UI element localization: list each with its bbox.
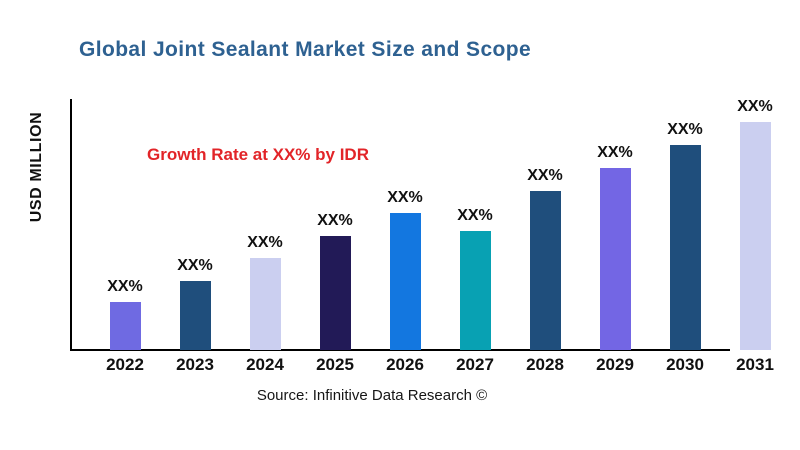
x-axis-labels: 2022 2023 2024 2025 2026 2027 2028 2029 2030 2031	[90, 355, 790, 375]
x-tick-label-2031: 2031	[736, 355, 774, 374]
x-tick-label-2027: 2027	[456, 355, 494, 374]
bar-2024	[249, 258, 281, 350]
bar-value-label-2025: XX%	[317, 212, 353, 229]
bar-value-label-2024: XX%	[247, 234, 283, 251]
bar-value-label-2029: XX%	[597, 144, 633, 161]
bar-2027	[459, 231, 491, 350]
bar-column-2025: XX%	[300, 99, 370, 350]
bar-column-2028: XX%	[510, 99, 580, 350]
bar-2031	[739, 122, 771, 350]
growth-rate-annotation: Growth Rate at XX% by IDR	[147, 145, 369, 164]
bar-value-label-2030: XX%	[667, 121, 703, 138]
x-tick-label-2029: 2029	[596, 355, 634, 374]
bar-value-label-2023: XX%	[177, 257, 213, 274]
bar-value-label-2031: XX%	[737, 98, 773, 115]
x-tick-label-2026: 2026	[386, 355, 424, 374]
bar-2023	[179, 281, 211, 350]
x-tick-label-2028: 2028	[526, 355, 564, 374]
x-axis-line	[70, 349, 730, 351]
x-tick-label-2030: 2030	[666, 355, 704, 374]
bars-layer: XX% XX% XX% XX% XX% XX% XX% XX% XX% XX%	[90, 99, 790, 350]
bar-column-2024: XX%	[230, 99, 300, 350]
bar-column-2030: XX%	[650, 99, 720, 350]
bar-value-label-2027: XX%	[457, 207, 493, 224]
chart-title: Global Joint Sealant Market Size and Sco…	[79, 38, 532, 61]
bar-value-label-2028: XX%	[527, 167, 563, 184]
x-tick-label-2022: 2022	[106, 355, 144, 374]
bar-2028	[529, 191, 561, 350]
bar-column-2026: XX%	[370, 99, 440, 350]
bar-value-label-2026: XX%	[387, 189, 423, 206]
x-tick-label-2024: 2024	[246, 355, 284, 374]
bar-column-2022: XX%	[90, 99, 160, 350]
bar-column-2031: XX%	[720, 99, 790, 350]
bar-2022	[109, 302, 141, 350]
bar-column-2027: XX%	[440, 99, 510, 350]
bar-column-2023: XX%	[160, 99, 230, 350]
y-axis-line	[70, 99, 72, 351]
bar-column-2029: XX%	[580, 99, 650, 350]
y-axis-label: USD MILLION	[28, 111, 45, 223]
bar-2029	[599, 168, 631, 350]
source-text: Source: Infinitive Data Research ©	[256, 387, 488, 404]
bar-2026	[389, 213, 421, 350]
bar-2030	[669, 145, 701, 350]
x-tick-label-2023: 2023	[176, 355, 214, 374]
bar-2025	[319, 236, 351, 350]
bar-value-label-2022: XX%	[107, 278, 143, 295]
x-tick-label-2025: 2025	[316, 355, 354, 374]
